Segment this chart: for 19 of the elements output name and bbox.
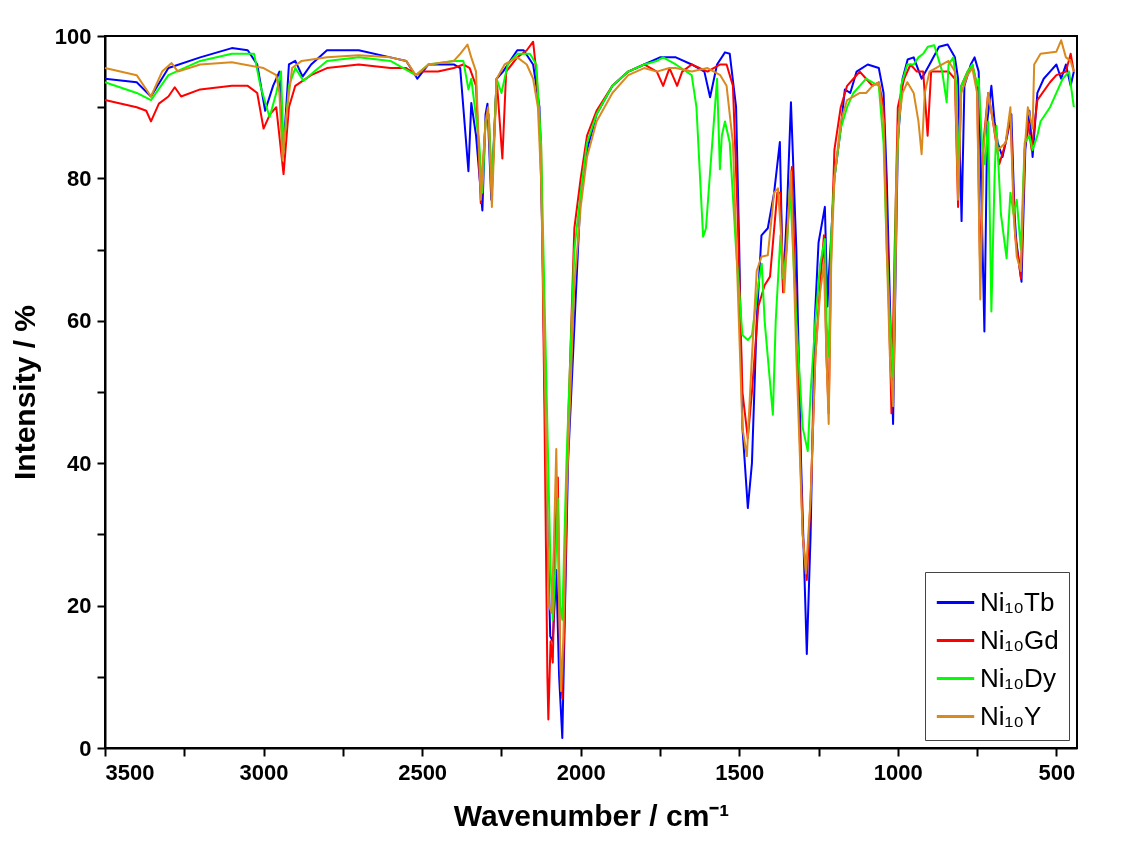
legend-label: Ni₁₀Y <box>980 700 1042 731</box>
x-tick-label: 3500 <box>105 759 155 785</box>
x-tick-label: 3000 <box>239 759 289 785</box>
legend-label: Ni₁₀Dy <box>980 662 1056 693</box>
x-tick-label: 1000 <box>873 759 923 785</box>
x-axis-title: Wavenumber / cm⁻¹ <box>453 798 730 832</box>
x-tick-label: 2500 <box>398 759 448 785</box>
x-tick-label: 500 <box>1038 759 1076 785</box>
x-tick-label: 1500 <box>715 759 765 785</box>
x-tick-label: 2000 <box>556 759 606 785</box>
y-tick-label: 100 <box>54 23 92 49</box>
y-tick-label: 60 <box>67 308 92 334</box>
y-tick-label: 80 <box>67 165 92 191</box>
legend-label: Ni₁₀Tb <box>980 586 1055 617</box>
y-tick-label: 20 <box>67 593 92 619</box>
legend-label: Ni₁₀Gd <box>980 624 1059 655</box>
y-tick-label: 0 <box>79 735 92 761</box>
y-tick-label: 40 <box>67 450 92 476</box>
y-axis-title: Intensity / % <box>7 304 41 481</box>
